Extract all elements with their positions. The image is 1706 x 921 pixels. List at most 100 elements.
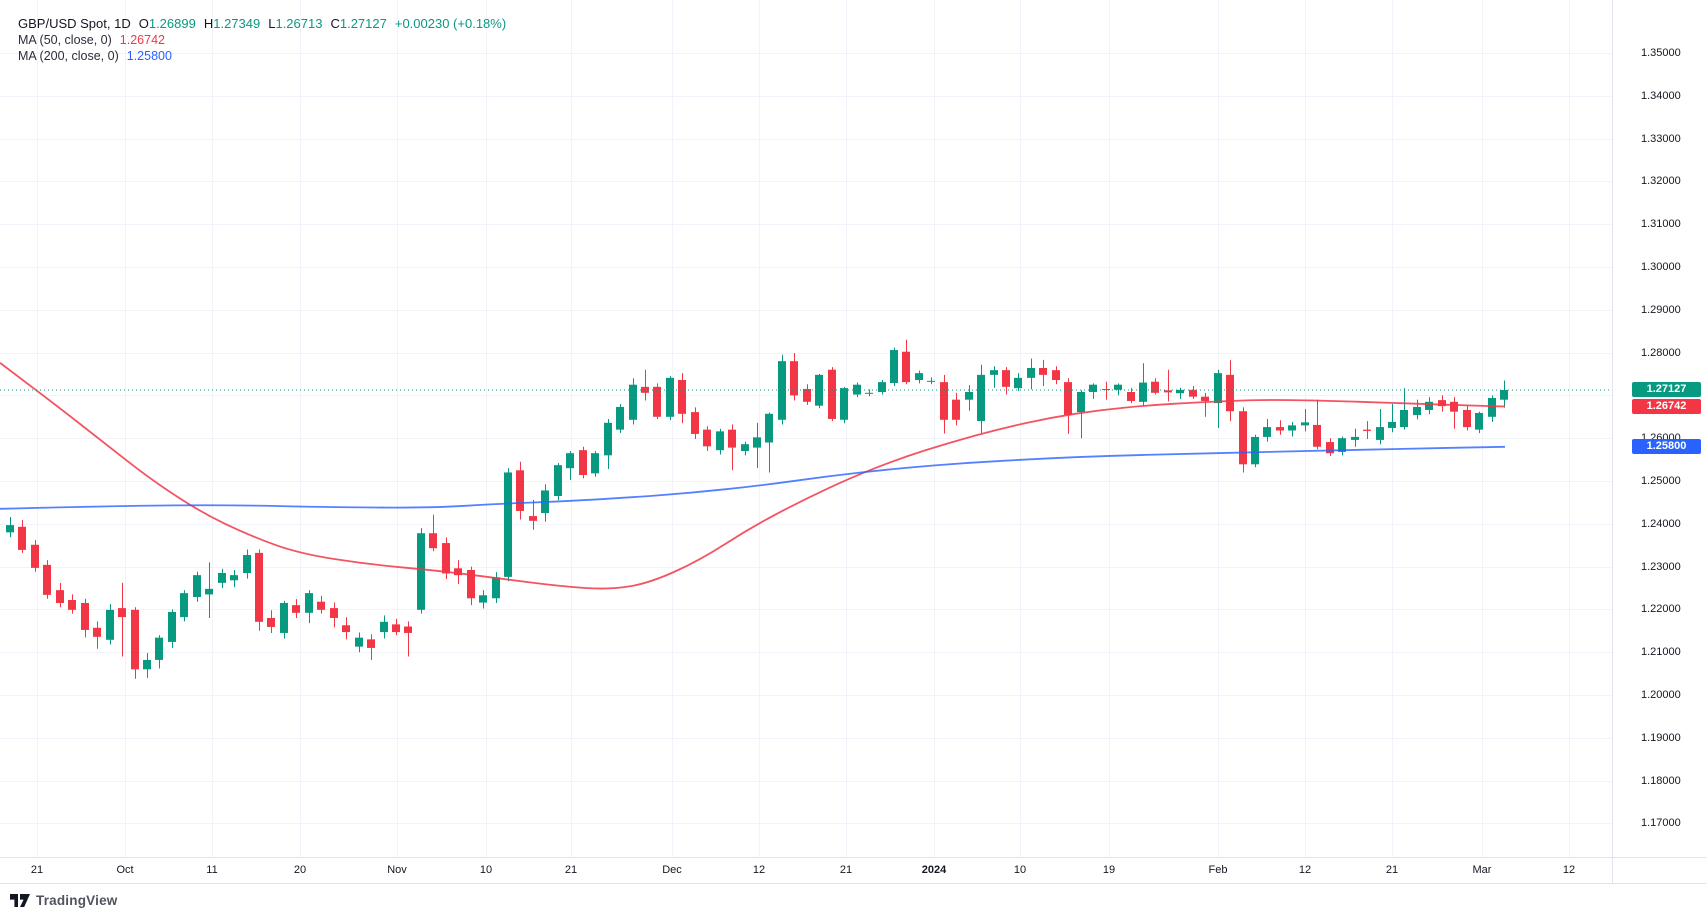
- candle[interactable]: [355, 632, 363, 653]
- candle[interactable]: [168, 609, 176, 648]
- candle[interactable]: [1263, 418, 1271, 442]
- candle[interactable]: [529, 499, 537, 530]
- candle[interactable]: [330, 602, 338, 628]
- candle[interactable]: [902, 339, 910, 385]
- candle[interactable]: [118, 582, 126, 657]
- candle[interactable]: [1077, 390, 1085, 439]
- candle[interactable]: [716, 428, 724, 455]
- candle[interactable]: [1139, 363, 1147, 406]
- tradingview-logo[interactable]: TradingView: [10, 893, 117, 908]
- ma50-label[interactable]: MA (50, close, 0): [18, 33, 112, 47]
- candle[interactable]: [1027, 358, 1035, 390]
- candle[interactable]: [317, 595, 325, 614]
- candle[interactable]: [1376, 409, 1384, 445]
- candle[interactable]: [1114, 383, 1122, 396]
- candle[interactable]: [1288, 421, 1296, 437]
- candle[interactable]: [579, 446, 587, 479]
- candle[interactable]: [1475, 411, 1483, 434]
- candle[interactable]: [1189, 385, 1197, 399]
- time-scale[interactable]: 21 Oct 11 20 Nov 10 21 Dec 12 21 2024 10 19 Feb 12 21 Ma…: [0, 857, 1706, 883]
- candle[interactable]: [604, 418, 612, 470]
- candle[interactable]: [18, 519, 26, 553]
- candle[interactable]: [6, 516, 14, 538]
- candle[interactable]: [1500, 380, 1508, 408]
- candle[interactable]: [1351, 428, 1359, 447]
- candle[interactable]: [1388, 403, 1396, 433]
- candle[interactable]: [404, 621, 412, 657]
- ma-50-line[interactable]: [0, 362, 1506, 590]
- candle[interactable]: [1176, 387, 1184, 399]
- candle[interactable]: [554, 463, 562, 501]
- candle[interactable]: [616, 403, 624, 434]
- candle[interactable]: [591, 451, 599, 477]
- candle[interactable]: [292, 599, 300, 618]
- candle[interactable]: [504, 468, 512, 582]
- candle[interactable]: [429, 514, 437, 552]
- candle[interactable]: [815, 374, 823, 409]
- candle[interactable]: [305, 590, 313, 624]
- candle[interactable]: [205, 562, 213, 618]
- candle[interactable]: [1052, 366, 1060, 385]
- candle[interactable]: [267, 610, 275, 633]
- candle[interactable]: [940, 374, 948, 434]
- ma200-label[interactable]: MA (200, close, 0): [18, 49, 119, 63]
- candle[interactable]: [280, 600, 288, 639]
- candle[interactable]: [865, 389, 873, 397]
- candle[interactable]: [990, 366, 998, 388]
- candle[interactable]: [1039, 359, 1047, 386]
- candle[interactable]: [703, 426, 711, 452]
- candle[interactable]: [1338, 436, 1346, 456]
- candle[interactable]: [765, 412, 773, 473]
- candle[interactable]: [629, 378, 637, 425]
- candle[interactable]: [1438, 395, 1446, 412]
- candle[interactable]: [516, 461, 524, 520]
- candle[interactable]: [691, 407, 699, 440]
- candle[interactable]: [965, 385, 973, 411]
- candle[interactable]: [1363, 421, 1371, 440]
- candle[interactable]: [1276, 420, 1284, 435]
- candle[interactable]: [1226, 360, 1234, 422]
- candle[interactable]: [753, 422, 761, 469]
- ma-200-line[interactable]: [0, 445, 1506, 510]
- candle[interactable]: [68, 594, 76, 614]
- candle[interactable]: [927, 377, 935, 385]
- candle[interactable]: [678, 373, 686, 424]
- candlestick-series[interactable]: [6, 339, 1508, 679]
- candle[interactable]: [1164, 369, 1172, 402]
- candle[interactable]: [666, 376, 674, 421]
- candle[interactable]: [541, 484, 549, 522]
- candle[interactable]: [155, 635, 163, 669]
- candle[interactable]: [1064, 378, 1072, 434]
- candle[interactable]: [180, 590, 188, 622]
- candle[interactable]: [131, 607, 139, 679]
- candle[interactable]: [1425, 397, 1433, 415]
- price-scale[interactable]: 1.35000 1.34000 1.33000 1.32000 1.31000 1.300…: [1612, 0, 1706, 883]
- candle[interactable]: [243, 549, 251, 579]
- candle[interactable]: [1301, 409, 1309, 432]
- candle[interactable]: [1102, 381, 1110, 400]
- candle[interactable]: [255, 549, 263, 631]
- candle[interactable]: [392, 618, 400, 636]
- candle[interactable]: [566, 451, 574, 481]
- candle[interactable]: [467, 566, 475, 606]
- candle[interactable]: [454, 560, 462, 585]
- candle[interactable]: [1214, 369, 1222, 428]
- candle[interactable]: [890, 347, 898, 386]
- candle[interactable]: [479, 590, 487, 609]
- ma50-legend-row[interactable]: MA (50, close, 0) 1.26742: [18, 32, 506, 48]
- candle[interactable]: [1326, 438, 1334, 457]
- candle[interactable]: [43, 560, 51, 599]
- candle[interactable]: [31, 540, 39, 572]
- candle[interactable]: [1251, 434, 1259, 468]
- candle[interactable]: [977, 364, 985, 434]
- candle[interactable]: [1488, 395, 1496, 422]
- candle[interactable]: [840, 386, 848, 424]
- candle[interactable]: [342, 617, 350, 640]
- candle[interactable]: [1151, 378, 1159, 395]
- candle[interactable]: [1002, 367, 1010, 395]
- candle[interactable]: [1413, 399, 1421, 420]
- ma200-legend-row[interactable]: MA (200, close, 0) 1.25800: [18, 48, 506, 64]
- candle[interactable]: [728, 424, 736, 471]
- candle[interactable]: [778, 354, 786, 425]
- candle[interactable]: [218, 568, 226, 588]
